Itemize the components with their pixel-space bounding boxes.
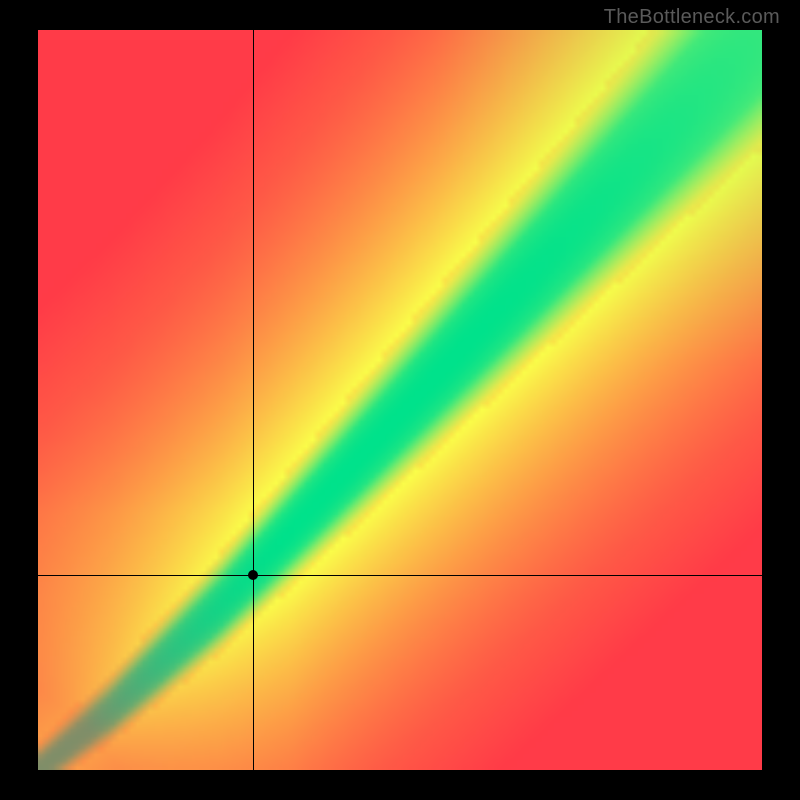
watermark-text: TheBottleneck.com: [604, 6, 780, 29]
crosshair-horizontal: [38, 575, 762, 576]
heatmap-canvas: [38, 30, 762, 770]
crosshair-vertical: [253, 30, 254, 770]
plot-area: [38, 30, 762, 770]
crosshair-marker: [248, 570, 258, 580]
